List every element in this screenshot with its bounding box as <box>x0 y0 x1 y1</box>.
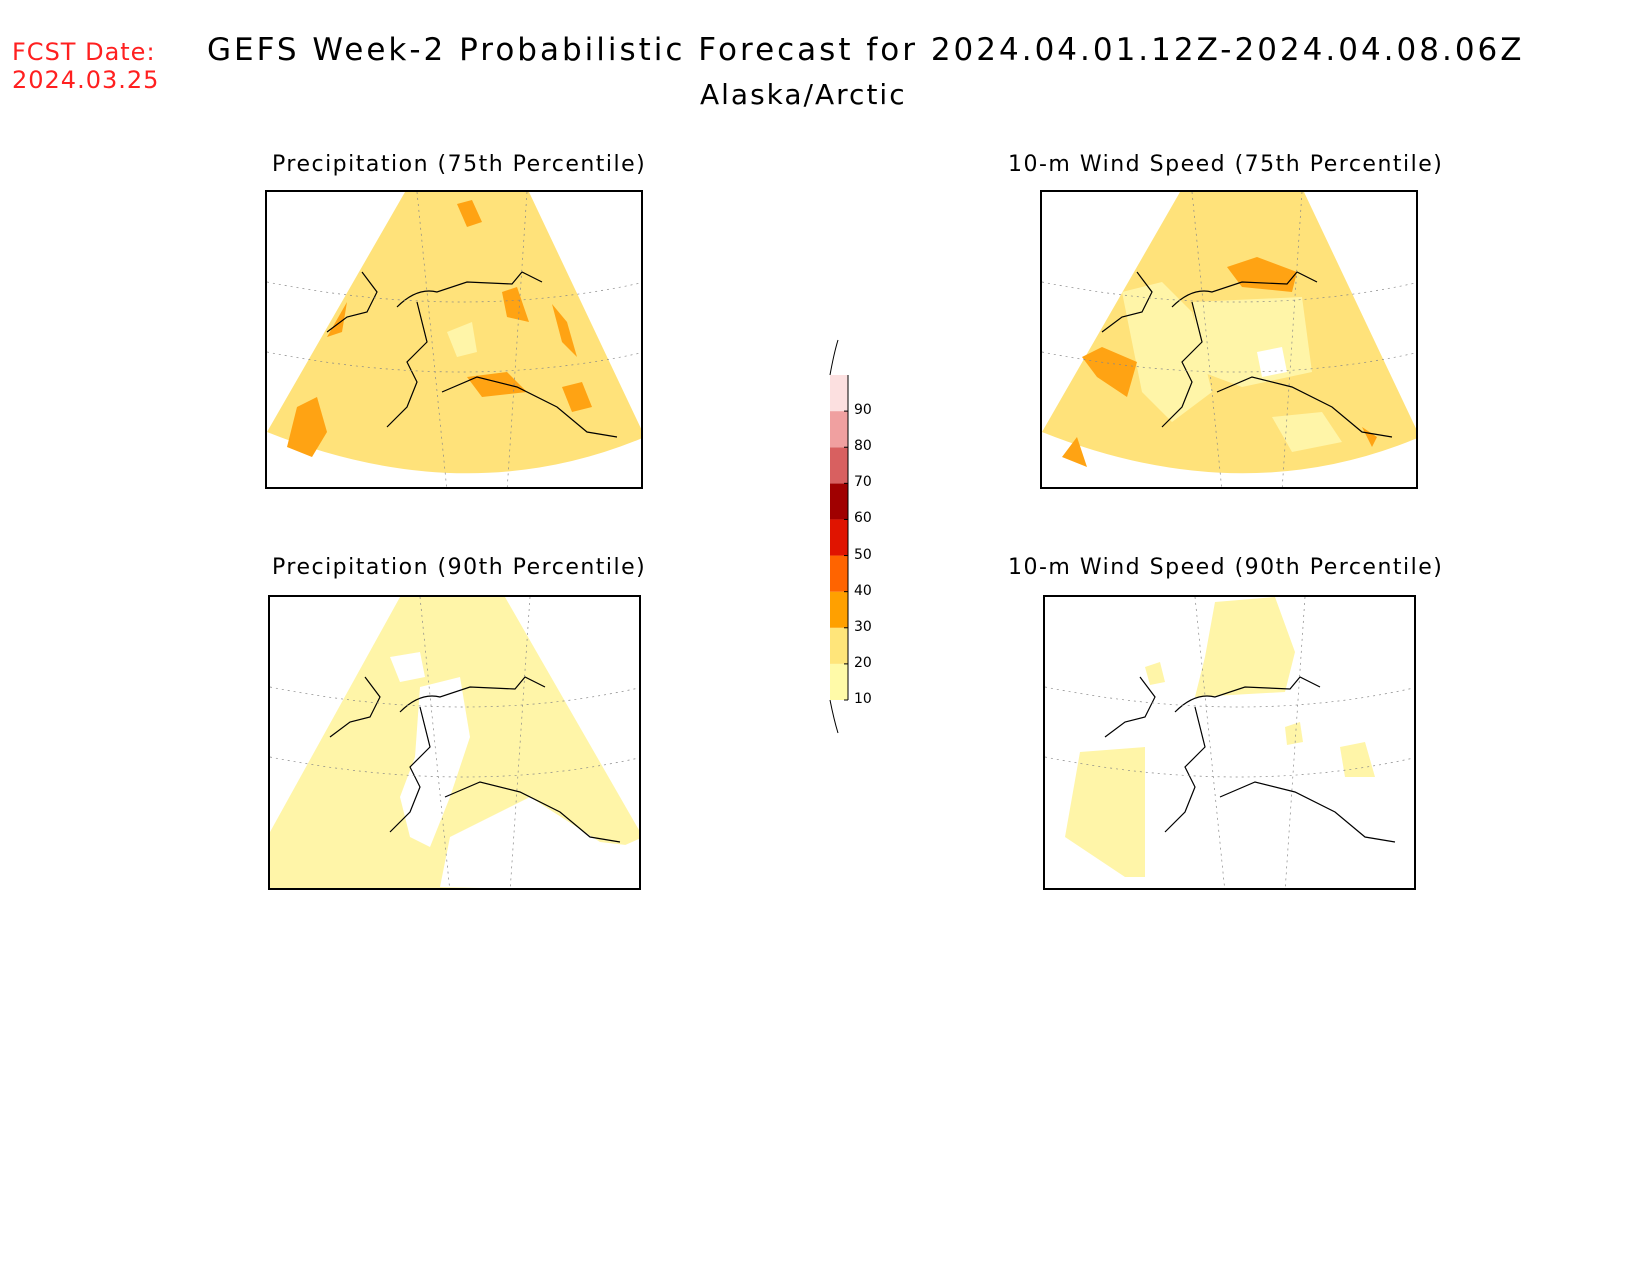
colorbar-segment <box>830 411 848 448</box>
map-panel-wind75 <box>1040 190 1418 489</box>
colorbar-bottom-tip <box>829 699 839 734</box>
colorbar-label: 20 <box>854 654 872 671</box>
white-patch <box>440 797 639 888</box>
coastline <box>326 271 378 333</box>
colorbar-label: 80 <box>854 438 872 455</box>
light-patch <box>1340 742 1375 777</box>
colorbar-segment <box>830 483 848 520</box>
coastline <box>1161 271 1393 438</box>
map-panel-precip90 <box>268 595 641 890</box>
fcst-date-value: 2024.03.25 <box>12 66 160 94</box>
colorbar-segment <box>830 555 848 592</box>
colorbar-segment <box>830 447 848 484</box>
panel-title-precip90: Precipitation (90th Percentile) <box>272 555 647 580</box>
map-precip75 <box>267 192 641 487</box>
map-panel-precip75 <box>265 190 643 489</box>
orange-patch <box>1362 427 1377 447</box>
map-panel-wind90 <box>1043 595 1416 890</box>
colorbar-segment <box>830 627 848 664</box>
light-patch <box>1272 412 1342 452</box>
light-patch <box>1065 747 1145 877</box>
white-patch <box>400 677 470 847</box>
panel-title-wind75: 10-m Wind Speed (75th Percentile) <box>1008 152 1444 177</box>
coastline <box>386 271 618 438</box>
colorbar-label: 50 <box>854 546 872 563</box>
colorbar-label: 30 <box>854 618 872 635</box>
orange-patch <box>502 287 529 322</box>
colorbar-label: 90 <box>854 402 872 419</box>
map-wind90 <box>1045 597 1414 888</box>
fcst-date-caption: FCST Date: <box>12 38 156 66</box>
colorbar-label: 70 <box>854 474 872 491</box>
panel-title-precip75: Precipitation (75th Percentile) <box>272 152 647 177</box>
main-title-text: GEFS Week-2 Probabilistic Forecast for 2… <box>207 32 1525 68</box>
orange-patch <box>1062 437 1087 467</box>
orange-patch <box>457 200 482 227</box>
light-patch <box>1285 722 1303 745</box>
forecast-date-label: FCST Date: 2024.03.25 <box>12 38 159 94</box>
colorbar <box>820 335 880 735</box>
orange-patch <box>1082 347 1137 397</box>
coastline <box>1164 676 1396 843</box>
orange-patch <box>552 304 577 357</box>
coastline <box>329 676 381 738</box>
panel-title-wind90: 10-m Wind Speed (90th Percentile) <box>1008 555 1444 580</box>
colorbar-label: 60 <box>854 510 872 527</box>
orange-patch <box>562 382 592 412</box>
colorbar-top-tip <box>829 339 839 376</box>
colorbar-segment <box>830 591 848 628</box>
colorbar-label: 10 <box>854 691 872 707</box>
colorbar-segment <box>830 375 848 412</box>
region-subtitle: Alaska/Arctic <box>700 78 907 111</box>
colorbar-graphic <box>829 339 849 734</box>
white-patch <box>390 652 425 682</box>
coastline <box>389 676 621 843</box>
colorbar-segment <box>830 519 848 556</box>
map-precip90 <box>270 597 639 888</box>
white-patch <box>1257 347 1287 377</box>
colorbar-segment <box>830 663 848 700</box>
light-patch <box>1145 662 1165 685</box>
light-patch <box>1195 597 1295 697</box>
orange-patch <box>287 397 327 457</box>
coastline <box>1101 271 1153 333</box>
light-patch <box>447 322 477 357</box>
coastline <box>1104 676 1156 738</box>
light-patch <box>1192 297 1312 387</box>
map-wind75 <box>1042 192 1416 487</box>
colorbar-label: 40 <box>854 582 872 599</box>
